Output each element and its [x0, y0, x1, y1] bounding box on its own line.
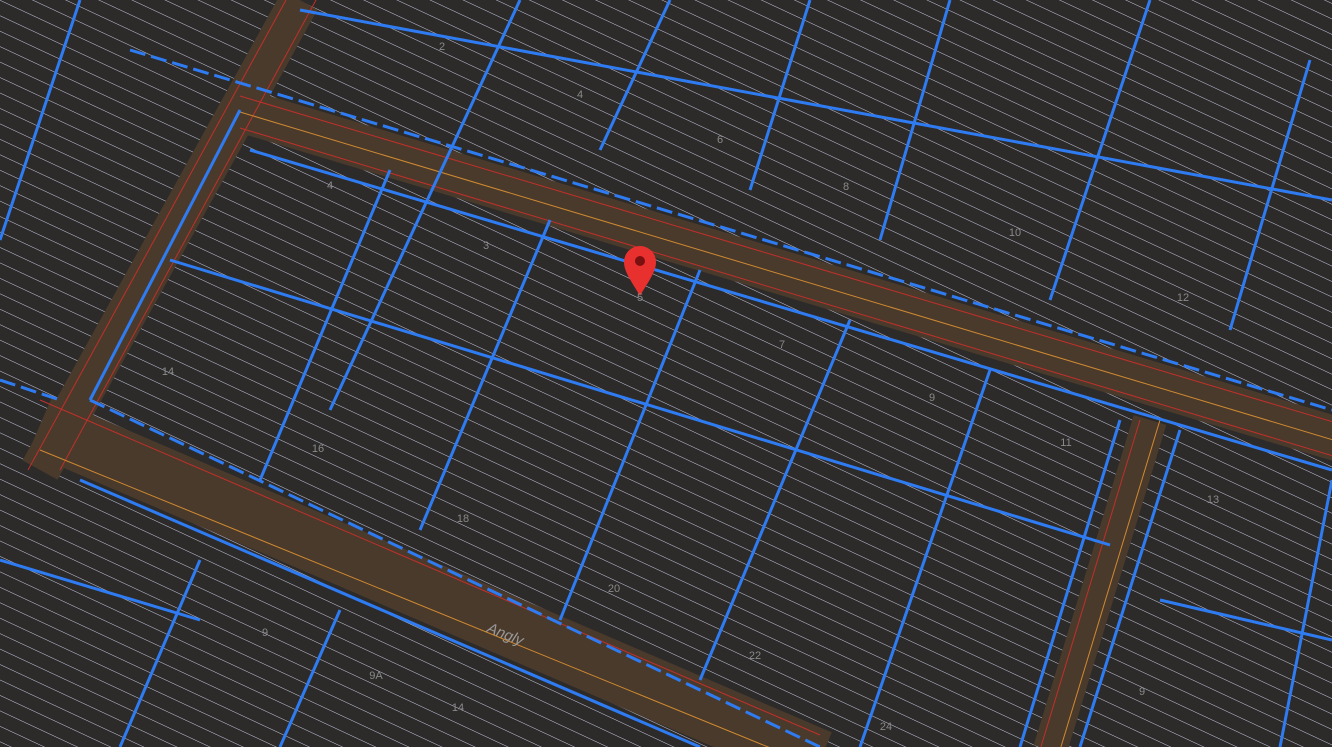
parcel-label: 14	[452, 702, 464, 714]
parcel-label: 13	[1207, 494, 1219, 506]
parcel-label: 2	[439, 41, 445, 53]
parcel-label: 6	[717, 134, 723, 146]
parcel-label: 4	[327, 180, 333, 192]
marker[interactable]	[624, 246, 656, 296]
location-pin[interactable]	[624, 246, 656, 296]
parcel-label: 4	[577, 89, 583, 101]
parcel-label: 20	[608, 583, 620, 595]
parcel-label: 5	[637, 292, 643, 304]
parcel-label: 3	[483, 240, 489, 252]
pin-dot	[635, 256, 645, 266]
parcel-label: 11	[1060, 437, 1071, 449]
parcel-label: 7	[779, 339, 785, 351]
parcel-label: 9	[262, 627, 268, 639]
parcel-label: 9	[1139, 686, 1145, 698]
parcel-label: 12	[1177, 292, 1189, 304]
roads	[22, 0, 1332, 747]
parcel-label: 16	[312, 443, 324, 455]
parcel-label: 24	[880, 721, 892, 733]
parcel-label: 18	[457, 513, 469, 525]
parcel-label: 14	[162, 366, 174, 378]
parcel-label: 10	[1009, 227, 1021, 239]
parcel-label: 9A	[369, 670, 383, 682]
parcel-label: 22	[749, 650, 761, 662]
parcel-label: 8	[843, 181, 849, 193]
parcel-label: 9	[929, 392, 935, 404]
